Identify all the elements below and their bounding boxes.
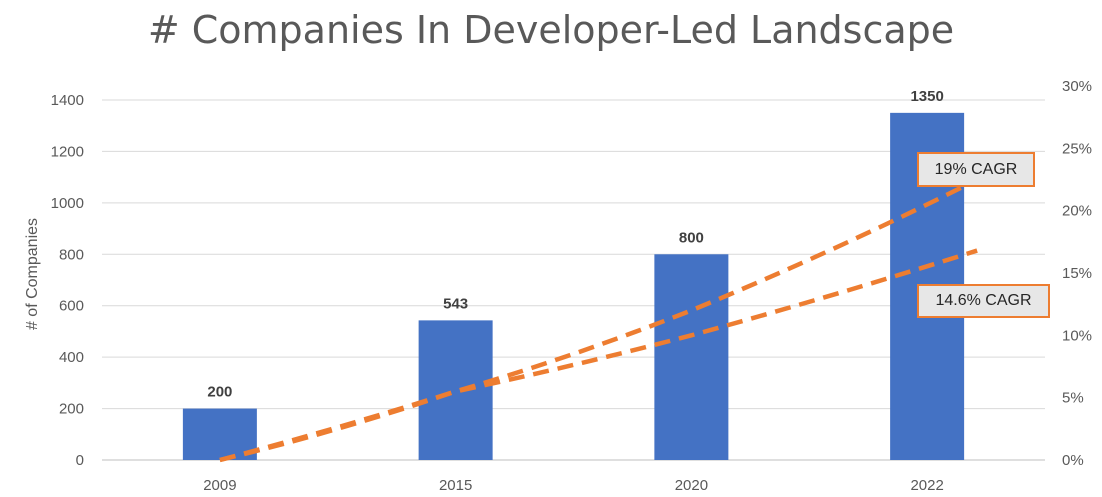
x-tick-label: 2015 xyxy=(439,477,472,494)
y-tick-label: 1200 xyxy=(51,143,84,160)
y2-tick-label: 0% xyxy=(1062,452,1084,469)
bar-2020 xyxy=(654,254,729,460)
bar-2015 xyxy=(418,320,493,460)
trendline-callout-cagr-14-6: 14.6% CAGR xyxy=(917,284,1050,318)
data-label: 800 xyxy=(679,229,704,246)
y2-tick-label: 20% xyxy=(1062,203,1092,220)
y-tick-label: 800 xyxy=(59,246,84,263)
trendline-callout-cagr-19: 19% CAGR xyxy=(917,152,1035,187)
trendlines xyxy=(219,183,978,463)
data-label: 200 xyxy=(207,384,232,401)
x-tick-label: 2022 xyxy=(910,477,943,494)
y2-tick-label: 30% xyxy=(1062,78,1092,95)
y2-tick-label: 5% xyxy=(1062,390,1084,407)
y-tick-label: 600 xyxy=(59,298,84,315)
y2-tick-label: 15% xyxy=(1062,265,1092,282)
y-tick-label: 1400 xyxy=(51,92,84,109)
y2-tick-label: 10% xyxy=(1062,327,1092,344)
y-tick-label: 400 xyxy=(59,349,84,366)
data-label: 1350 xyxy=(910,88,943,105)
y-tick-label: 200 xyxy=(59,401,84,418)
y2-tick-label: 25% xyxy=(1062,140,1092,157)
x-tick-label: 2009 xyxy=(203,477,236,494)
trendline-0 xyxy=(219,183,967,463)
chart-title: # Companies In Developer-Led Landscape xyxy=(147,8,955,52)
x-tick-label: 2020 xyxy=(675,477,708,494)
y-tick-label: 0 xyxy=(76,452,84,469)
y-tick-label: 1000 xyxy=(51,195,84,212)
data-label: 543 xyxy=(443,295,468,312)
labels: 0 200 400 600 800 1000 1200 1400 0% 5% 10% 15% 20% 25… xyxy=(51,78,1092,494)
gridlines xyxy=(102,99,1045,461)
bars xyxy=(182,112,965,460)
trendline-1 xyxy=(219,248,978,463)
